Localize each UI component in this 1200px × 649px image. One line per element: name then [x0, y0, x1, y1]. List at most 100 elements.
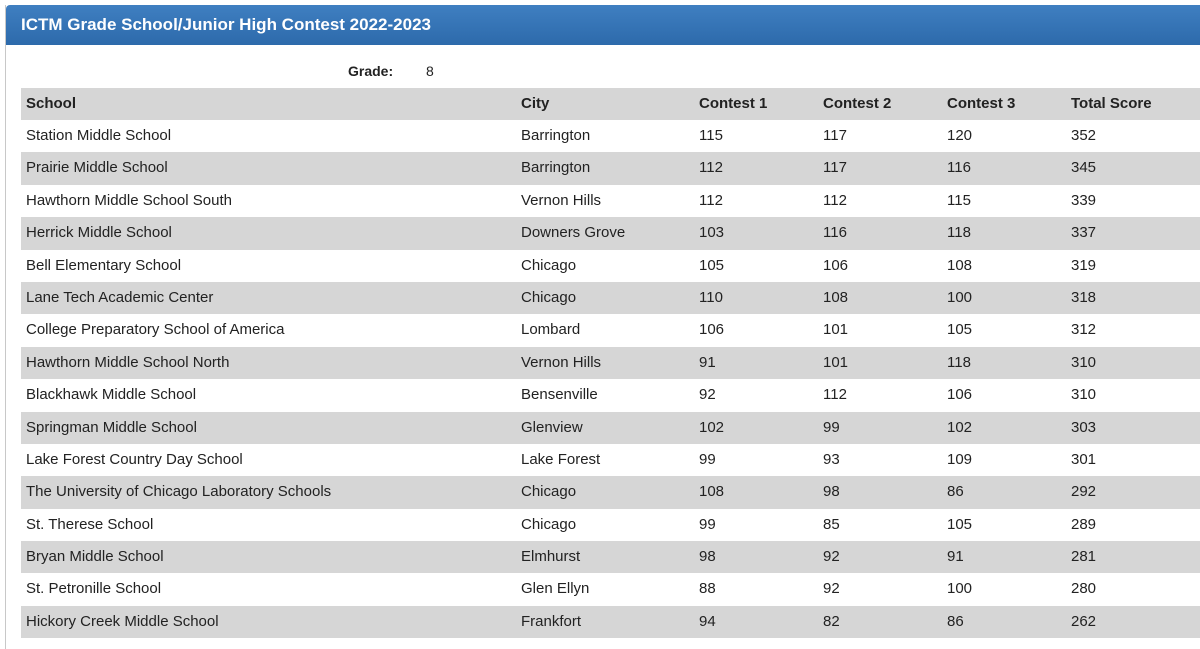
table-cell: 118 — [947, 224, 971, 242]
table-cell: Hawthorn Middle School North — [26, 353, 230, 371]
table-cell: Downers Grove — [521, 224, 626, 242]
table-row: Lake Forest Country Day School Lake Fores… — [21, 444, 1200, 476]
table-row: Prairie Middle School Barrington 112 117 116… — [21, 152, 1200, 185]
panel-title: ICTM Grade School/Junior High Contest 20… — [6, 5, 1200, 45]
table-cell: 106 — [947, 386, 973, 404]
results-table: School City Contest 1 Contest 2 Contest 3 Tot… — [21, 88, 1200, 639]
table-cell: Vernon Hills — [521, 353, 602, 371]
panel: ICTM Grade School/Junior High Contest 20… — [5, 5, 1200, 649]
table-cell: 339 — [1071, 191, 1097, 209]
table-cell: Lake Forest — [521, 450, 601, 468]
column-header: City — [521, 95, 550, 112]
table-cell: Bell Elementary School — [26, 256, 182, 274]
table-cell: 117 — [823, 159, 847, 177]
table-cell: 115 — [947, 191, 971, 209]
table-cell: 117 — [823, 127, 847, 144]
table-cell: 106 — [823, 256, 849, 274]
table-row: Springman Middle School Glenview 102 99 102 3… — [21, 411, 1200, 444]
table-cell: 106 — [699, 321, 725, 339]
table-cell: Glen Ellyn — [521, 580, 590, 598]
column-header: Contest 1 — [699, 95, 768, 112]
table-cell: 105 — [699, 256, 725, 274]
table-cell: 105 — [947, 321, 973, 339]
table-row: Bryan Middle School Elmhurst 98 92 91 281 — [21, 541, 1200, 574]
table-cell: 108 — [699, 483, 725, 501]
table-cell: Hickory Creek Middle School — [26, 612, 219, 630]
table-cell: 85 — [823, 515, 840, 533]
table-row: College Preparatory School of America Lom… — [21, 314, 1200, 346]
table-cell: Chicago — [521, 256, 577, 274]
table-cell: 115 — [699, 127, 723, 144]
table-cell: 281 — [1071, 548, 1097, 566]
table-row: Herrick Middle School Downers Grove 103 116… — [21, 217, 1200, 250]
table-cell: Bryan Middle School — [26, 548, 164, 566]
table-cell: Frankfort — [521, 612, 582, 630]
table-cell: 101 — [823, 353, 849, 371]
table-row: St. Therese School Chicago 99 85 105 289 — [21, 509, 1200, 541]
table-cell: 345 — [1071, 159, 1097, 177]
table-cell: 102 — [699, 418, 725, 436]
table-row: Blackhawk Middle School Bensenville 92 112 1… — [21, 379, 1200, 411]
table-cell: Elmhurst — [521, 548, 581, 566]
table-cell: 108 — [947, 256, 973, 274]
table-cell: 91 — [947, 548, 964, 566]
column-header: Total Score — [1071, 95, 1152, 112]
table-cell: 99 — [699, 450, 716, 468]
table-cell: 303 — [1071, 418, 1097, 436]
table-cell: 292 — [1071, 483, 1097, 501]
table-cell: 116 — [947, 159, 971, 177]
table-cell: 112 — [699, 159, 723, 177]
table-row: Hawthorn Middle School South Vernon Hills… — [21, 185, 1200, 217]
table-cell: Bensenville — [521, 386, 598, 404]
table-cell: 86 — [947, 483, 964, 501]
table-cell: Chicago — [521, 288, 577, 306]
table-cell: 310 — [1071, 353, 1097, 371]
table-row: St. Petronille School Glen Ellyn 88 92 100 28… — [21, 573, 1200, 605]
grade-label: Grade: — [348, 63, 394, 79]
table-cell: 109 — [947, 450, 973, 468]
table-cell: 112 — [699, 191, 723, 209]
table-cell: 118 — [947, 353, 971, 371]
table-cell: Chicago — [521, 483, 577, 501]
table-cell: 105 — [947, 515, 973, 533]
table-cell: 120 — [947, 127, 973, 144]
table-cell: 92 — [699, 386, 716, 404]
table-cell: 319 — [1071, 256, 1097, 274]
table-cell: 100 — [947, 288, 973, 306]
table-row: The University of Chicago Laboratory Sch… — [21, 476, 1200, 509]
table-cell: Hawthorn Middle School South — [26, 191, 232, 209]
table-cell: 312 — [1071, 321, 1097, 339]
table-cell: 310 — [1071, 386, 1097, 404]
table-cell: 94 — [699, 612, 716, 630]
table-cell: St. Petronille School — [26, 580, 162, 598]
table-cell: 289 — [1071, 515, 1097, 533]
table-cell: Station Middle School — [26, 127, 172, 144]
table-row: Hickory Creek Middle School Frankfort 94 82… — [21, 605, 1200, 639]
table-cell: 92 — [823, 548, 840, 566]
table-cell: College Preparatory School of America — [26, 321, 285, 339]
table-cell: 82 — [823, 612, 840, 630]
table-cell: 98 — [699, 548, 716, 566]
table-cell: 98 — [823, 483, 840, 501]
table-cell: 88 — [699, 580, 716, 598]
column-header: Contest 2 — [823, 95, 892, 112]
table-cell: 112 — [823, 386, 847, 404]
table-cell: 280 — [1071, 580, 1097, 598]
table-cell: Barrington — [521, 127, 591, 144]
table-cell: 103 — [699, 224, 725, 242]
table-cell: Lombard — [521, 321, 581, 339]
table-row: Bell Elementary School Chicago 105 106 108 31… — [21, 250, 1200, 282]
table-row: Station Middle School Barrington 115 117 120… — [21, 120, 1200, 152]
table-cell: 99 — [823, 418, 840, 436]
table-cell: Lane Tech Academic Center — [26, 288, 214, 306]
table-cell: St. Therese School — [26, 515, 154, 533]
table-cell: Herrick Middle School — [26, 224, 172, 242]
table-cell: Lake Forest Country Day School — [26, 450, 243, 468]
grade-value: 8 — [426, 63, 434, 79]
table-cell: 93 — [823, 450, 840, 468]
table-cell: 301 — [1071, 450, 1097, 468]
table-cell: 318 — [1071, 288, 1097, 306]
table-cell: Blackhawk Middle School — [26, 386, 197, 404]
table-cell: 92 — [823, 580, 840, 598]
